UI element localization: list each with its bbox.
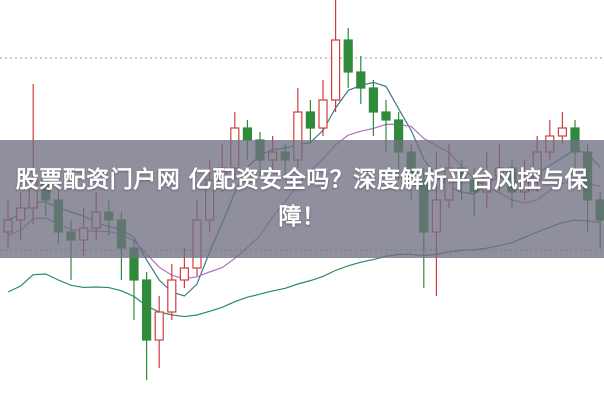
candle-body <box>368 87 378 113</box>
candle-body <box>154 311 164 341</box>
candle-body <box>356 71 366 89</box>
candle-body <box>179 267 189 281</box>
title-banner: 股票配资门户网 亿配资安全吗？深度解析平台风控与保障！ <box>0 140 604 258</box>
candle-body <box>305 111 315 129</box>
candle-body <box>242 127 252 141</box>
candle-body <box>167 279 177 313</box>
candle-body <box>381 111 391 121</box>
candle-body <box>331 39 341 101</box>
candle-body <box>318 99 328 129</box>
article-title: 股票配资门户网 亿配资安全吗？深度解析平台风控与保障！ <box>15 167 589 230</box>
candle-body <box>142 279 152 341</box>
candle-body <box>343 39 353 73</box>
candle-body <box>557 127 568 137</box>
